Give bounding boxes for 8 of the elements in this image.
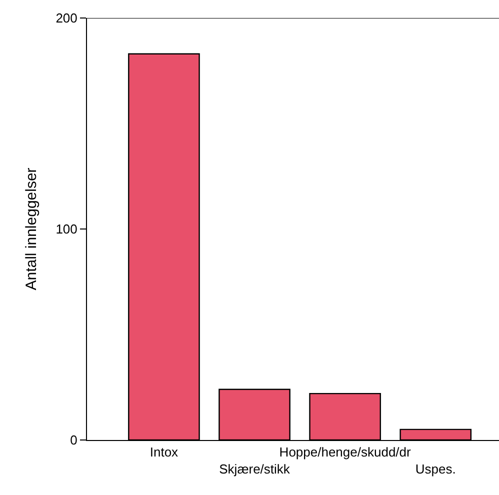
y-tick-label: 200	[56, 10, 78, 26]
x-tick-label: Hoppe/henge/skudd/dr	[279, 444, 412, 460]
x-tick-label: Uspes.	[415, 462, 456, 476]
x-tick-label: Intox	[150, 444, 179, 460]
y-axis-title: Antall innleggelser	[22, 168, 40, 290]
y-tick-label: 100	[56, 222, 78, 237]
y-tick-label: 0	[70, 432, 78, 448]
x-tick-label: Skjære/stikk	[219, 462, 290, 476]
